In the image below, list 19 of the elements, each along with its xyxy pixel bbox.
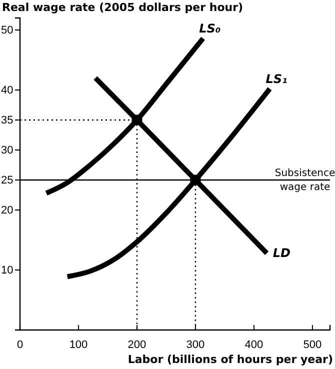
y-tick-label: 25 [1,174,14,187]
series-label: LS₁ [266,72,288,86]
x-tick-label: 300 [186,338,205,351]
x-tick-label: 0 [16,338,24,351]
y-tick-label: 35 [1,114,14,127]
y-tick-label: 50 [1,24,14,37]
y-tick-label: 10 [1,264,14,277]
x-tick-label: 100 [69,338,88,351]
y-tick-label: 30 [1,144,14,157]
x-tick-label: 400 [244,338,264,351]
y-tick-label: 40 [1,84,14,97]
series-label: LS₀ [199,21,222,36]
y-tick-label: 20 [1,204,14,217]
x-tick-label: 500 [303,338,322,351]
x-axis-title: Labor (billions of hours per year) [128,353,333,366]
x-tick-label: 200 [128,338,146,351]
y-axis-title: Real wage rate (2005 dollars per hour) [2,1,244,14]
series-label: LD [272,246,290,260]
ref-line-label: Subsistence wage rate [274,168,335,193]
